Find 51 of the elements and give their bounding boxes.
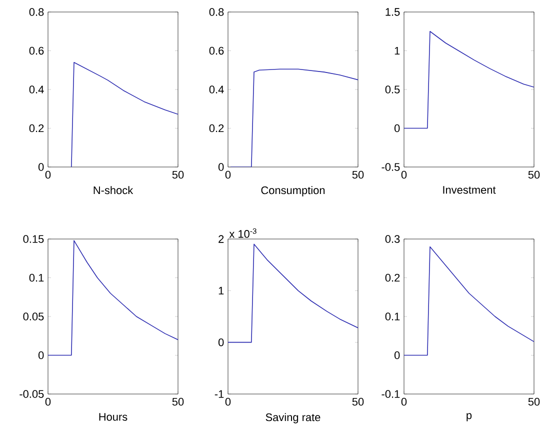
line-series: [228, 244, 358, 343]
x-tick-label: 50: [352, 398, 364, 406]
x-tick-label: 50: [172, 170, 184, 179]
x-axis-title: Hours: [99, 413, 128, 421]
x-axis-title: p: [466, 413, 472, 422]
x-tick-label: 0: [225, 398, 231, 406]
x-tick-label: 0: [401, 170, 407, 179]
x-axis-title: Consumption: [261, 186, 325, 196]
y-tick-label: 0.15: [23, 235, 44, 243]
x-axis-title: Saving rate: [266, 413, 320, 424]
y-tick-label: -0.1: [382, 390, 400, 398]
y-tick-label: 0: [394, 351, 400, 360]
y-tick-label: -0.05: [20, 390, 44, 398]
y-tick-label: 0: [218, 338, 224, 346]
y-tick-label: 0.2: [385, 274, 400, 282]
y-tick-label: 0.4: [209, 86, 224, 94]
text: x 10$^{-3}$: [229, 228, 256, 238]
x-axis-title: N-shock: [94, 186, 134, 194]
y-tick-label: 0.2: [29, 124, 44, 132]
y-tick-label: 0.5: [385, 86, 400, 94]
y-tick-label: 0.05: [23, 312, 44, 320]
y-tick-label: 0.8: [209, 8, 224, 16]
y-tick-label: 0: [38, 163, 44, 171]
y-tick-label: 0.6: [209, 46, 224, 55]
y-tick-label: 0.3: [385, 235, 400, 243]
x-tick-label: 0: [401, 398, 407, 406]
y-tick-label: 0.8: [29, 8, 44, 16]
y-tick-label: 1: [218, 286, 224, 294]
y-tick-label: 1: [394, 46, 400, 55]
x-tick-label: 0: [45, 170, 51, 179]
x-axis-title: Investment: [443, 186, 496, 194]
x-tick-label: 50: [172, 398, 184, 406]
x-tick-label: 0: [225, 170, 231, 179]
y-tick-label: 0.2: [209, 124, 224, 132]
x-tick-label: 50: [352, 170, 364, 179]
x-tick-label: 50: [528, 398, 540, 406]
y-tick-label: 0: [218, 163, 224, 171]
line-series: [404, 30, 534, 129]
y-tick-label: 0.1: [385, 312, 400, 320]
y-tick-label: 0.6: [29, 46, 44, 55]
y-tick-label: 0: [38, 351, 44, 360]
y-tick-label: -1: [214, 390, 224, 398]
y-tick-label: -0.5: [382, 163, 400, 171]
y-tick-label: 0.4: [29, 86, 44, 94]
y-tick-label: 1.5: [386, 8, 400, 16]
y-tick-label: 2: [218, 235, 224, 243]
y-tick-label: 0: [394, 124, 400, 132]
x-tick-label: 0: [45, 398, 51, 406]
x-tick-label: 50: [528, 170, 540, 179]
y-tick-label: 0.1: [29, 274, 44, 282]
line-series: [230, 68, 358, 167]
